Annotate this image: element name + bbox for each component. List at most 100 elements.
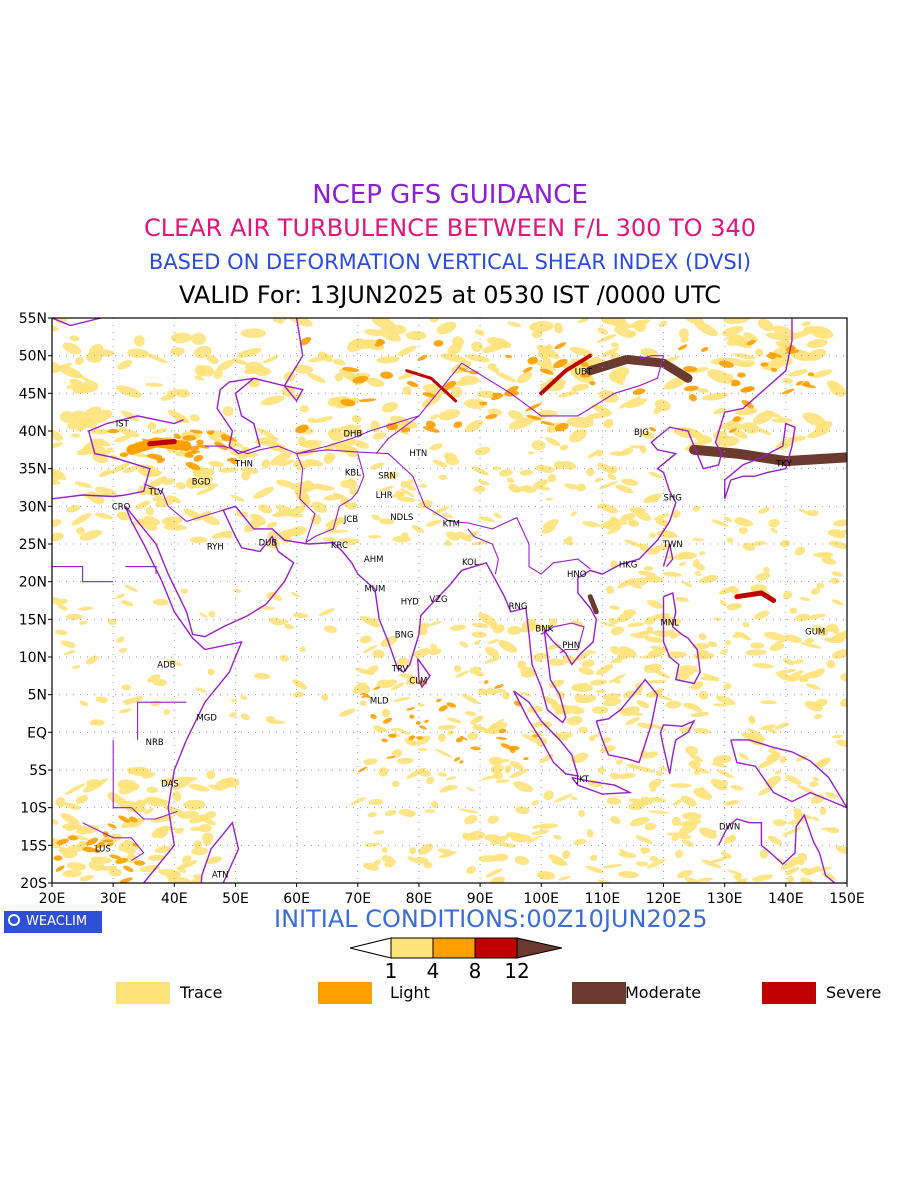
coastline-5 <box>662 543 674 568</box>
coastline-12 <box>717 813 836 883</box>
station-label: HYD <box>401 597 420 607</box>
station-label: TWN <box>662 540 683 550</box>
border-8 <box>540 622 585 654</box>
initial-conditions: INITIAL CONDITIONS:00Z10JUN2025 <box>274 905 708 933</box>
station-label: SHG <box>664 493 682 503</box>
colorbar-tick-label: 4 <box>426 959 440 983</box>
weaclim-label: WEACLIM <box>26 914 88 929</box>
lat-tick-label: 5N <box>28 688 47 704</box>
trace-arabian-sea <box>52 584 356 726</box>
station-label: BJG <box>634 428 649 438</box>
lat-tick-label: 45N <box>19 386 47 402</box>
station-label: BNK <box>535 624 553 634</box>
plot-frame <box>51 317 848 884</box>
weaclim-badge: WEACLIM <box>4 911 102 933</box>
trace-africa <box>52 766 240 883</box>
station-label: HKG <box>619 560 638 570</box>
station-label: MLD <box>370 697 389 707</box>
colorbar-tick-label: 1 <box>384 959 398 983</box>
station-label: TRV <box>391 664 409 674</box>
trace-himalaya <box>291 442 670 548</box>
light-manchuria <box>632 339 816 433</box>
station-label: PHN <box>562 641 580 651</box>
legend-swatch-severe <box>762 982 816 1004</box>
station-label: AHM <box>364 555 384 565</box>
station-label: NRB <box>146 738 164 748</box>
station-label: SRN <box>378 471 396 481</box>
lat-tick-label: EQ <box>27 725 47 741</box>
station-label: CRO <box>112 502 131 512</box>
coastline-0 <box>87 415 184 496</box>
border-7 <box>52 566 114 583</box>
border-6 <box>125 566 157 575</box>
axis-labels: 20E 30E 40E 50E 60E 70E 80E 90E 100E 110E 120E 130E… <box>19 311 865 907</box>
colorbar-tick-label: 12 <box>504 959 530 983</box>
station-label: UBT <box>575 368 593 378</box>
lon-tick-label: 30E <box>100 891 127 907</box>
lat-tick-label: 10S <box>20 801 47 817</box>
lon-tick-label: 100E <box>523 891 559 907</box>
station-label: LUS <box>95 844 111 854</box>
lat-tick-label: 15S <box>20 838 47 854</box>
station-label: HNO <box>567 570 587 580</box>
light-med-jet <box>107 428 239 471</box>
station-label: TLV <box>148 487 164 497</box>
station-label: BNG <box>395 630 414 640</box>
title-valid-time: VALID For: 13JUN2025 at 0530 IST /0000 U… <box>179 281 721 309</box>
turbulence-field-layer <box>52 318 847 883</box>
lon-tick-label: 90E <box>467 891 494 907</box>
station-label: DUB <box>259 539 278 549</box>
colorbar-low-arrow <box>349 937 392 959</box>
lat-tick-label: 35N <box>19 462 47 478</box>
station-label: KTM <box>443 520 460 530</box>
coastline-7 <box>513 690 579 777</box>
station-label: DAS <box>161 780 179 790</box>
border-10 <box>112 739 178 820</box>
lat-tick-label: 15N <box>19 612 47 628</box>
coastline-16 <box>216 318 304 455</box>
station-label: LHR <box>376 491 393 501</box>
lon-tick-label: 40E <box>161 891 188 907</box>
title-index: BASED ON DEFORMATION VERTICAL SHEAR INDE… <box>148 250 752 274</box>
coastline-2 <box>124 506 243 883</box>
station-label: MUM <box>364 584 385 594</box>
station-label: BGD <box>192 478 211 488</box>
coastline-15 <box>52 318 102 327</box>
station-label: MGD <box>196 713 217 723</box>
border-5 <box>143 483 224 523</box>
lon-tick-label: 120E <box>646 891 682 907</box>
border-12 <box>296 415 420 455</box>
moderate-jet-japan <box>689 444 847 467</box>
lat-tick-label: 20S <box>20 876 47 892</box>
lon-tick-label: 50E <box>222 891 249 907</box>
border-4 <box>204 445 316 543</box>
legend-label-moderate: Moderate <box>625 983 702 1002</box>
coastline-10 <box>659 719 696 774</box>
border-1 <box>305 453 365 543</box>
station-label: HTN <box>409 449 427 459</box>
legend-swatch-trace <box>116 982 170 1004</box>
lon-tick-label: 130E <box>707 891 743 907</box>
legend-label-light: Light <box>390 983 430 1002</box>
station-label: JCB <box>343 515 358 525</box>
graticule <box>52 318 847 883</box>
title-guidance: NCEP GFS GUIDANCE <box>312 180 588 210</box>
coastline-6 <box>662 592 701 685</box>
coastline-3 <box>124 318 793 724</box>
station-label: RYH <box>207 542 224 552</box>
coastline-1 <box>52 494 126 500</box>
colorbar-tick-label: 8 <box>468 959 482 983</box>
station-label: THN <box>234 459 253 469</box>
coastline-11 <box>730 739 847 809</box>
station-labels: IST TLV CRO BGD THN RYH DUB KRC AHM MUM HYD VZG BNG T… <box>95 368 825 881</box>
station-label: CLM <box>409 676 427 686</box>
colorbar-segment <box>474 937 518 959</box>
colorbar-segment <box>390 937 434 959</box>
lon-tick-label: 70E <box>344 891 371 907</box>
station-label: KOL <box>462 558 479 568</box>
colorbar-segment <box>432 937 476 959</box>
station-label: ADB <box>157 661 175 671</box>
lat-tick-label: 10N <box>19 650 47 666</box>
lat-tick-label: 30N <box>19 499 47 515</box>
